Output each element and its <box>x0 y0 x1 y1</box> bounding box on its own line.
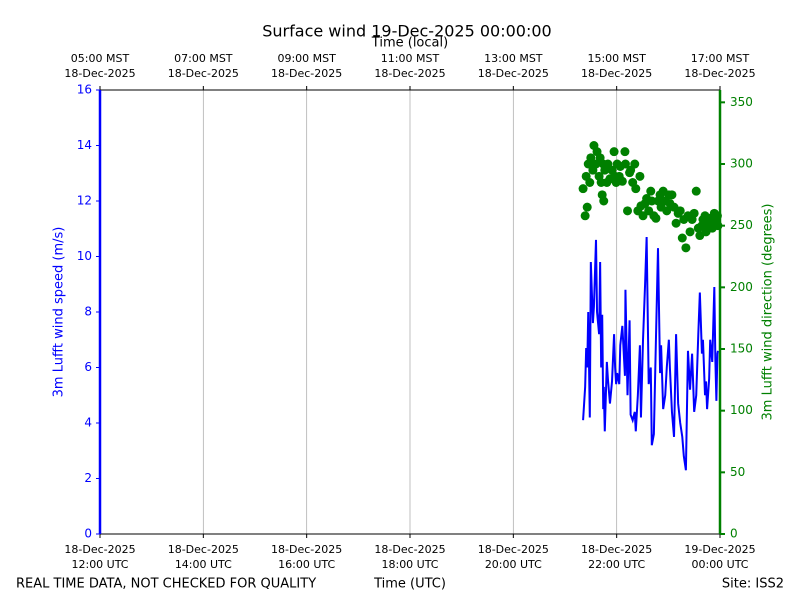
x-tick-label: 16:00 UTC <box>278 558 335 571</box>
direction-point <box>578 184 588 194</box>
direction-point <box>635 171 645 181</box>
y-axis-title: 3m Lufft wind speed (m/s) <box>52 227 67 398</box>
direction-point <box>685 227 695 237</box>
x-tick-label: 18-Dec-2025 <box>478 543 549 556</box>
x-axis-title: Time (UTC) <box>373 577 446 592</box>
chart-title: Surface wind 19-Dec-2025 00:00:00 <box>262 22 551 41</box>
y2-tick-label: 100 <box>730 403 753 417</box>
x-tick-label: 14:00 UTC <box>175 558 232 571</box>
x-tick-label: 19-Dec-2025 <box>684 543 755 556</box>
x2-tick-label: 18-Dec-2025 <box>581 67 652 80</box>
x-tick-label: 18-Dec-2025 <box>374 543 445 556</box>
direction-point <box>677 233 687 243</box>
x2-tick-label: 13:00 MST <box>484 52 543 65</box>
x2-tick-label: 18-Dec-2025 <box>271 67 342 80</box>
x-tick-label: 18-Dec-2025 <box>271 543 342 556</box>
direction-point <box>689 208 699 218</box>
y2-axis-title: 3m Lufft wind direction (degrees) <box>761 204 776 421</box>
x2-tick-label: 18-Dec-2025 <box>64 67 135 80</box>
y2-tick-label: 0 <box>730 527 738 541</box>
x-tick-label: 12:00 UTC <box>71 558 128 571</box>
footer-note: REAL TIME DATA, NOT CHECKED FOR QUALITY <box>16 577 316 592</box>
y-tick-label: 4 <box>84 416 92 430</box>
y2-tick-label: 200 <box>730 280 753 294</box>
y-tick-label: 12 <box>77 194 92 208</box>
direction-point <box>620 147 630 157</box>
x-tick-label: 00:00 UTC <box>691 558 748 571</box>
x2-tick-label: 15:00 MST <box>587 52 646 65</box>
y-tick-label: 8 <box>84 305 92 319</box>
x2-tick-label: 18-Dec-2025 <box>684 67 755 80</box>
x2-tick-label: 18-Dec-2025 <box>168 67 239 80</box>
x2-tick-label: 05:00 MST <box>71 52 130 65</box>
x2-tick-label: 18-Dec-2025 <box>374 67 445 80</box>
direction-point <box>662 206 672 216</box>
direction-point <box>617 176 627 186</box>
y2-tick-label: 350 <box>730 95 753 109</box>
direction-point <box>675 206 685 216</box>
direction-point <box>671 218 681 228</box>
direction-point <box>646 186 656 196</box>
direction-point <box>580 211 590 221</box>
direction-point <box>623 206 633 216</box>
x-tick-label: 22:00 UTC <box>588 558 645 571</box>
x2-tick-label: 18-Dec-2025 <box>478 67 549 80</box>
direction-point <box>585 178 595 187</box>
y-tick-label: 6 <box>84 360 92 374</box>
x-tick-label: 18-Dec-2025 <box>581 543 652 556</box>
direction-point <box>681 243 691 253</box>
y2-tick-label: 50 <box>730 465 745 479</box>
x-tick-label: 18-Dec-2025 <box>168 543 239 556</box>
y-tick-label: 14 <box>77 138 92 152</box>
x2-tick-label: 17:00 MST <box>691 52 750 65</box>
y-tick-label: 10 <box>77 249 92 263</box>
direction-point <box>647 196 657 206</box>
y-tick-label: 16 <box>77 83 92 97</box>
x2-tick-label: 09:00 MST <box>277 52 336 65</box>
speed-line <box>582 237 719 471</box>
y-tick-label: 2 <box>84 471 92 485</box>
x-tick-label: 20:00 UTC <box>485 558 542 571</box>
x2-tick-label: 07:00 MST <box>174 52 233 65</box>
direction-point <box>651 213 661 223</box>
direction-point <box>599 196 609 206</box>
y2-tick-label: 300 <box>730 157 753 171</box>
y-tick-label: 0 <box>84 527 92 541</box>
x-tick-label: 18:00 UTC <box>381 558 438 571</box>
direction-point <box>609 147 619 157</box>
x-tick-label: 18-Dec-2025 <box>64 543 135 556</box>
x2-axis-title: Time (local) <box>371 36 448 51</box>
direction-point <box>631 184 641 194</box>
direction-point <box>667 190 677 200</box>
site-label: Site: ISS2 <box>722 577 784 592</box>
y2-tick-label: 250 <box>730 218 753 232</box>
x2-tick-label: 11:00 MST <box>381 52 440 65</box>
direction-point <box>630 159 640 169</box>
direction-point <box>620 159 630 169</box>
direction-point <box>582 202 592 212</box>
direction-point <box>691 186 701 196</box>
y2-tick-label: 150 <box>730 342 753 356</box>
direction-point <box>586 153 596 163</box>
